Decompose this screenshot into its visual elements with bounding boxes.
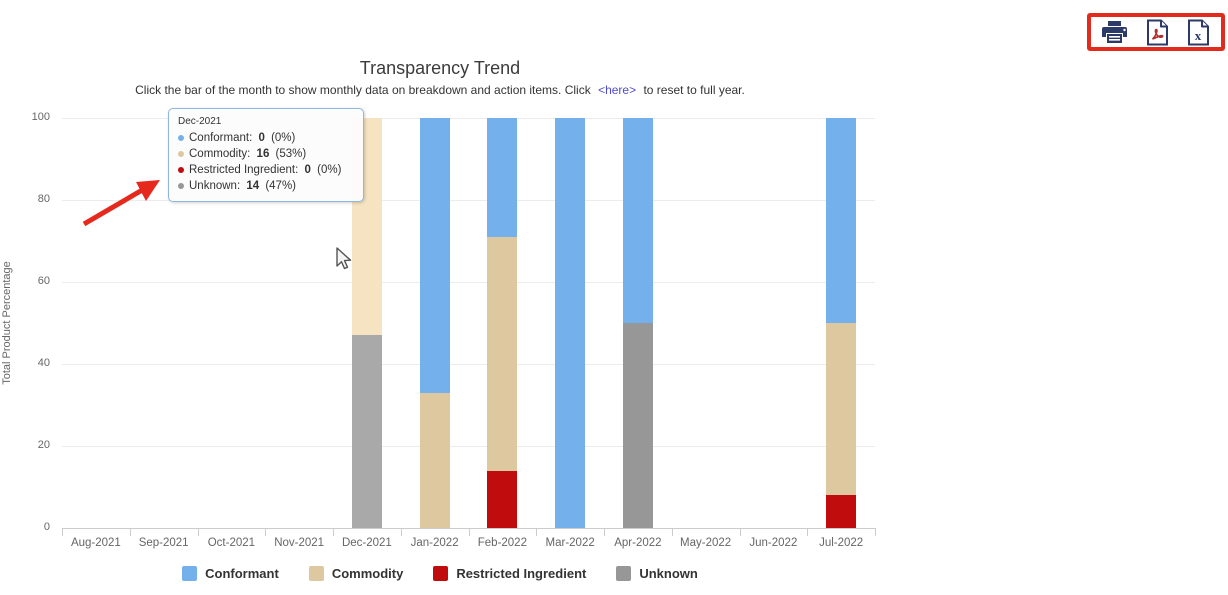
bar-segment-commodity-jul-2022[interactable] xyxy=(826,323,857,496)
x-axis-tick xyxy=(197,528,199,536)
svg-text:x: x xyxy=(1195,28,1202,43)
series-color-dot xyxy=(178,151,184,157)
tooltip-month-label: Dec-2021 xyxy=(178,116,222,127)
x-category-label-mar-2022: Mar-2022 xyxy=(545,537,595,549)
x-category-label-jul-2022: Jul-2022 xyxy=(819,537,864,549)
pdf-file-icon xyxy=(1147,19,1168,45)
x-axis-tick xyxy=(807,528,809,536)
legend-item-unknown[interactable]: Unknown xyxy=(616,566,698,581)
bar-segment-conformant-jul-2022[interactable] xyxy=(826,118,857,323)
x-category-label-sep-2021: Sep-2021 xyxy=(138,537,189,549)
chart-legend: Conformant Commodity Restricted Ingredient… xyxy=(0,566,880,581)
legend-swatch-icon xyxy=(308,566,324,581)
bar-segment-unknown-dec-2021[interactable] xyxy=(351,335,382,528)
tooltip-row-unknown: Unknown: 14 (47%) xyxy=(178,178,354,194)
legend-item-restricted-ingredient[interactable]: Restricted Ingredient xyxy=(433,566,586,581)
gridline-80 xyxy=(62,199,875,201)
tooltip-row-text: Conformant: 0 (0%) xyxy=(189,132,296,144)
y-tick-label-80: 80 xyxy=(37,193,50,205)
x-category-label-dec-2021: Dec-2021 xyxy=(341,537,392,549)
x-category-label-apr-2022: Apr-2022 xyxy=(614,537,662,549)
legend-label: Conformant xyxy=(205,566,279,581)
legend-item-conformant[interactable]: Conformant xyxy=(182,566,279,581)
bar-segment-restricted-ingredient-feb-2022[interactable] xyxy=(487,470,518,528)
x-axis-tick xyxy=(468,528,470,536)
x-category-label-jun-2022: Jun-2022 xyxy=(749,537,798,549)
legend-swatch-icon xyxy=(616,566,632,581)
legend-swatch-icon xyxy=(182,566,198,581)
x-axis-tick xyxy=(400,528,402,536)
bar-segment-unknown-apr-2022[interactable] xyxy=(622,323,653,528)
export-pdf-button[interactable] xyxy=(1145,19,1170,46)
x-axis-tick xyxy=(604,528,605,536)
series-color-dot xyxy=(178,167,184,173)
y-tick-label-20: 20 xyxy=(37,439,50,451)
gridline-100 xyxy=(62,117,875,119)
bar-segment-conformant-jan-2022[interactable] xyxy=(419,118,450,393)
x-axis-tick xyxy=(265,528,267,536)
subtitle-text-before: Click the bar of the month to show month… xyxy=(135,83,591,97)
legend-swatch-icon xyxy=(433,566,449,581)
x-axis-tick xyxy=(62,528,63,536)
export-toolbar-annotation-box: x xyxy=(1087,13,1225,51)
gridline-40 xyxy=(62,363,875,365)
chart-tooltip: Dec-2021 Conformant: 0 (0%) Commodity: 16… xyxy=(168,108,364,202)
tooltip-row-text: Restricted Ingredient: 0 (0%) xyxy=(189,164,342,176)
legend-item-commodity[interactable]: Commodity xyxy=(308,566,404,581)
tooltip-row-commodity: Commodity: 16 (53%) xyxy=(178,146,354,162)
y-tick-label-60: 60 xyxy=(37,275,50,287)
tooltip-row-conformant: Conformant: 0 (0%) xyxy=(178,130,354,146)
tooltip-row-text: Unknown: 14 (47%) xyxy=(189,180,297,192)
bar-segment-conformant-feb-2022[interactable] xyxy=(487,118,518,237)
y-tick-label-100: 100 xyxy=(31,111,50,123)
export-excel-button[interactable]: x xyxy=(1186,19,1211,46)
excel-file-icon: x xyxy=(1188,19,1209,45)
x-axis-tick xyxy=(875,528,876,536)
series-color-dot xyxy=(178,135,184,141)
chart-subtitle: Click the bar of the month to show month… xyxy=(0,83,880,97)
x-category-label-oct-2021: Oct-2021 xyxy=(207,537,256,549)
bar-segment-commodity-feb-2022[interactable] xyxy=(487,236,518,471)
x-category-label-may-2022: May-2022 xyxy=(680,537,732,549)
bar-segment-conformant-mar-2022[interactable] xyxy=(555,118,586,528)
x-axis-tick xyxy=(333,528,334,536)
bar-segment-conformant-apr-2022[interactable] xyxy=(622,118,653,323)
reset-full-year-link[interactable]: <here> xyxy=(598,83,637,97)
x-axis-tick xyxy=(739,528,741,536)
print-button[interactable] xyxy=(1101,20,1129,44)
subtitle-text-after: to reset to full year. xyxy=(643,83,745,97)
gridline-60 xyxy=(62,281,875,283)
tooltip-row-text: Commodity: 16 (53%) xyxy=(189,148,307,160)
legend-label: Restricted Ingredient xyxy=(456,566,587,581)
bar-segment-restricted-ingredient-jul-2022[interactable] xyxy=(826,495,857,528)
x-axis-tick xyxy=(536,528,538,536)
chart-title: Transparency Trend xyxy=(359,58,521,78)
x-category-label-nov-2021: Nov-2021 xyxy=(274,537,325,549)
gridline-20 xyxy=(62,445,875,447)
bar-segment-commodity-jan-2022[interactable] xyxy=(419,392,450,528)
y-tick-label-40: 40 xyxy=(37,357,50,369)
x-category-label-feb-2022: Feb-2022 xyxy=(477,537,527,549)
legend-label: Unknown xyxy=(639,566,698,581)
tooltip-row-restricted-ingredient: Restricted Ingredient: 0 (0%) xyxy=(178,162,354,178)
print-icon xyxy=(1102,21,1127,43)
y-tick-label-0: 0 xyxy=(43,521,50,533)
legend-label: Commodity xyxy=(331,566,404,581)
x-category-label-aug-2021: Aug-2021 xyxy=(70,537,121,549)
x-axis-tick xyxy=(129,528,131,536)
x-category-label-jan-2022: Jan-2022 xyxy=(410,537,459,549)
x-axis-tick xyxy=(671,528,673,536)
series-color-dot xyxy=(178,183,184,189)
